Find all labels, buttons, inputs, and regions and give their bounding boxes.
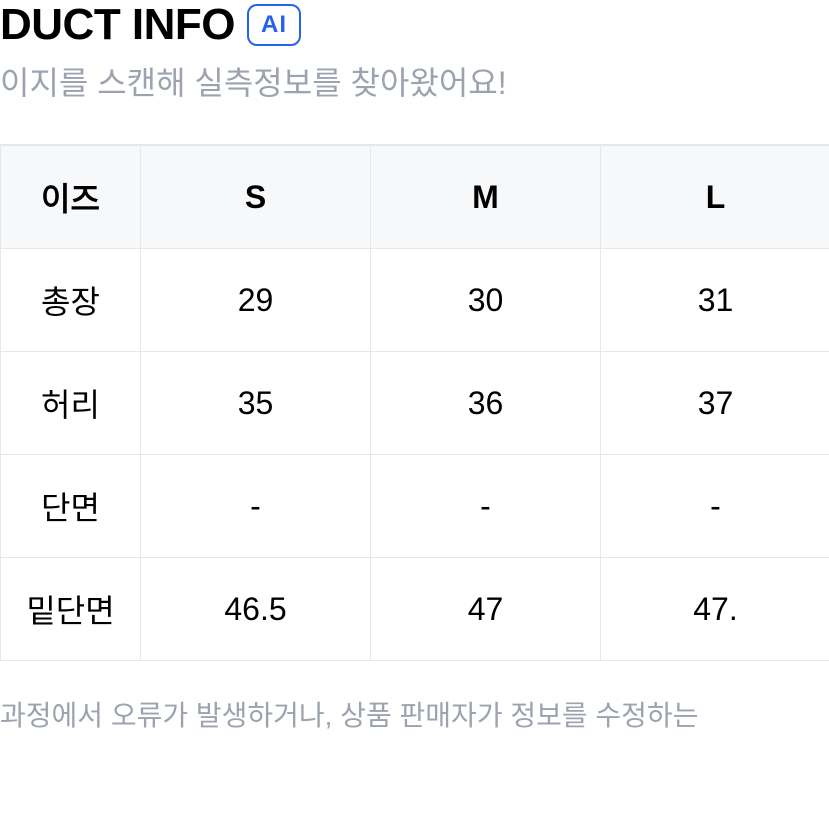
row-label: 총장: [1, 249, 141, 352]
cell-value: 46.5: [141, 558, 371, 661]
table-header-row: 이즈 S M L: [1, 146, 829, 249]
column-header-m: M: [371, 146, 601, 249]
column-header-label: 이즈: [1, 146, 141, 249]
cell-value: 37: [601, 352, 829, 455]
cell-value: -: [601, 455, 829, 558]
cell-value: -: [141, 455, 371, 558]
cell-value: 35: [141, 352, 371, 455]
cell-value: 31: [601, 249, 829, 352]
cell-value: 30: [371, 249, 601, 352]
size-table: 이즈 S M L 총장 29 30 31 허리 35 36 37: [0, 145, 829, 661]
table-row: 단면 - - -: [1, 455, 829, 558]
table-row: 밑단면 46.5 47 47.: [1, 558, 829, 661]
footer-note: 과정에서 오류가 발생하거나, 상품 판매자가 정보를 수정하는: [0, 695, 829, 737]
column-header-s: S: [141, 146, 371, 249]
row-label: 단면: [1, 455, 141, 558]
row-label: 허리: [1, 352, 141, 455]
size-table-wrapper: 이즈 S M L 총장 29 30 31 허리 35 36 37: [0, 144, 829, 661]
cell-value: 47.: [601, 558, 829, 661]
cell-value: 29: [141, 249, 371, 352]
cell-value: 47: [371, 558, 601, 661]
table-row: 허리 35 36 37: [1, 352, 829, 455]
table-row: 총장 29 30 31: [1, 249, 829, 352]
row-label: 밑단면: [1, 558, 141, 661]
product-info-panel: DUCT INFO AI 이지를 스캔해 실측정보를 찾아왔어요! 이즈 S M…: [0, 0, 829, 737]
column-header-l: L: [601, 146, 829, 249]
header: DUCT INFO AI: [0, 0, 829, 50]
page-title: DUCT INFO: [0, 0, 235, 50]
ai-badge-icon: AI: [247, 4, 301, 46]
subtitle-text: 이지를 스캔해 실측정보를 찾아왔어요!: [0, 58, 829, 104]
cell-value: -: [371, 455, 601, 558]
cell-value: 36: [371, 352, 601, 455]
